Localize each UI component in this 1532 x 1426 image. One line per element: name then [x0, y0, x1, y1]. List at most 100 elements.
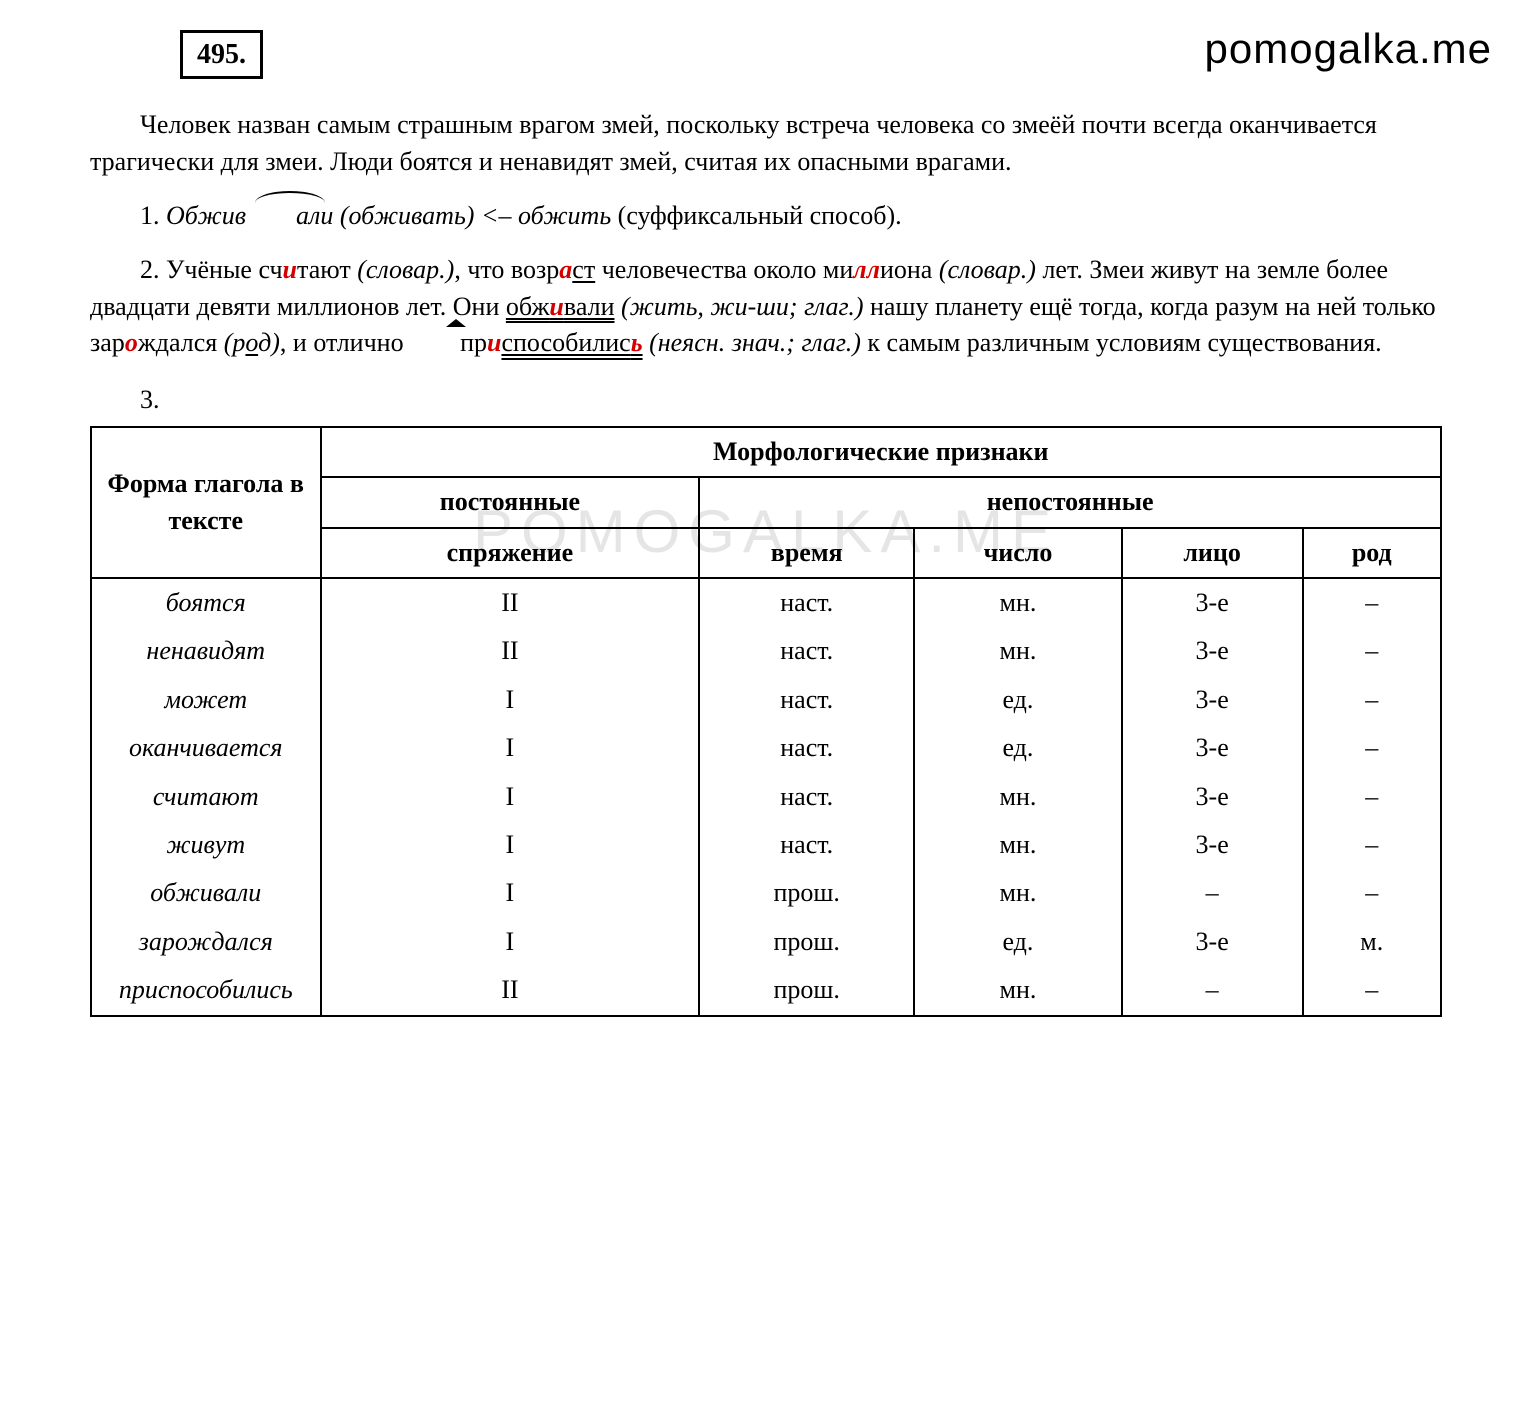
- table-cell-vr: наст.: [699, 773, 914, 821]
- table-cell-ch: мн.: [914, 627, 1122, 675]
- paren: (жить, жи-ши; глаг.): [614, 292, 863, 321]
- highlight-a: а: [559, 255, 572, 284]
- t: о: [245, 328, 258, 357]
- th-form: Форма глагола в тексте: [91, 427, 321, 578]
- table-row: боятсяIIнаст.мн.3-е–: [91, 578, 1441, 627]
- item1-note: (суффиксальный способ).: [611, 201, 901, 230]
- table-cell-ch: мн.: [914, 578, 1122, 627]
- th-group: Морфологические признаки: [321, 427, 1442, 477]
- table-cell-rod: –: [1303, 724, 1441, 772]
- table-body: боятсяIIнаст.мн.3-е–ненавидятIIнаст.мн.3…: [91, 578, 1441, 1016]
- th-li: лицо: [1122, 528, 1303, 578]
- table-cell-rod: –: [1303, 676, 1441, 724]
- table-cell-ch: мн.: [914, 773, 1122, 821]
- t: д): [258, 328, 280, 357]
- table-cell-spr: I: [321, 676, 700, 724]
- table-row: живутIнаст.мн.3-е–: [91, 821, 1441, 869]
- t: , и отлично: [280, 328, 410, 357]
- t: человечества около ми: [595, 255, 853, 284]
- table-cell-rod: –: [1303, 627, 1441, 675]
- table-cell-ch: ед.: [914, 918, 1122, 966]
- table-cell-vr: наст.: [699, 821, 914, 869]
- table-cell-vr: наст.: [699, 627, 914, 675]
- table-row: оканчиваетсяIнаст.ед.3-е–: [91, 724, 1441, 772]
- highlight-ll: лл: [853, 255, 880, 284]
- table-cell-ch: ед.: [914, 724, 1122, 772]
- t: (р: [224, 328, 246, 357]
- table-cell-spr: I: [321, 724, 700, 772]
- item1-word-root: Обжив: [166, 201, 246, 230]
- table-cell-verb: живут: [91, 821, 321, 869]
- table-cell-li: 3-е: [1122, 724, 1303, 772]
- table-cell-verb: боятся: [91, 578, 321, 627]
- th-vr: время: [699, 528, 914, 578]
- table-cell-vr: наст.: [699, 676, 914, 724]
- table-cell-verb: приспособились: [91, 966, 321, 1015]
- watermark-top: pomogalka.me: [1205, 20, 1492, 79]
- t: ст: [572, 255, 595, 284]
- th-var: непостоянные: [699, 477, 1441, 527]
- t: тают: [297, 255, 357, 284]
- highlight-i3: и: [487, 328, 501, 357]
- table-cell-spr: II: [321, 966, 700, 1015]
- table-cell-ch: ед.: [914, 676, 1122, 724]
- intro-paragraph: Человек назван самым страшным врагом зме…: [90, 107, 1442, 180]
- table-cell-vr: прош.: [699, 918, 914, 966]
- table-cell-ch: мн.: [914, 821, 1122, 869]
- table-row: ненавидятIIнаст.мн.3-е–: [91, 627, 1441, 675]
- exercise-number-box: 495.: [180, 30, 263, 79]
- th-spr: спряжение: [321, 528, 700, 578]
- table-row: можетIнаст.ед.3-е–: [91, 676, 1441, 724]
- table-cell-li: –: [1122, 966, 1303, 1015]
- table-cell-rod: –: [1303, 869, 1441, 917]
- table-cell-spr: II: [321, 627, 700, 675]
- highlight-o: о: [125, 328, 138, 357]
- th-rod: род: [1303, 528, 1441, 578]
- t: ждался: [138, 328, 224, 357]
- section-3-label: 3.: [90, 382, 1442, 418]
- t: к самым различным условиям существования…: [861, 328, 1382, 357]
- table-cell-verb: считают: [91, 773, 321, 821]
- pri-prefix-roof: при: [410, 325, 501, 361]
- item1-arrow: <–: [474, 201, 518, 230]
- item1-prefix: 1.: [140, 201, 166, 230]
- item1-word2: обжить: [518, 201, 611, 230]
- paren: (словар.): [357, 255, 454, 284]
- item1-suffix-arc: али: [246, 198, 333, 234]
- t: иона: [880, 255, 939, 284]
- table-cell-verb: ненавидят: [91, 627, 321, 675]
- table-cell-rod: –: [1303, 578, 1441, 627]
- table-row: приспособилисьIIпрош.мн.––: [91, 966, 1441, 1015]
- table-cell-vr: прош.: [699, 966, 914, 1015]
- highlight-soft: ь: [631, 328, 643, 357]
- table-cell-spr: I: [321, 869, 700, 917]
- item1-paren: (обживать): [333, 201, 474, 230]
- prisposobilis-word: приспособились: [410, 328, 643, 357]
- item-1: 1. Обживали (обживать) <– обжить (суффик…: [90, 198, 1442, 234]
- highlight-i1: и: [283, 255, 297, 284]
- t: 2. Учёные сч: [140, 255, 283, 284]
- t: пр: [460, 328, 487, 357]
- table-cell-spr: I: [321, 918, 700, 966]
- table-cell-verb: обживали: [91, 869, 321, 917]
- table-row: зарождалсяIпрош.ед.3-ем.: [91, 918, 1441, 966]
- table-cell-li: 3-е: [1122, 578, 1303, 627]
- table-cell-verb: зарождался: [91, 918, 321, 966]
- table-cell-rod: –: [1303, 966, 1441, 1015]
- paren-rod: (род): [224, 328, 280, 357]
- table-cell-verb: может: [91, 676, 321, 724]
- table-cell-spr: II: [321, 578, 700, 627]
- obzhivali-word: обживали: [506, 292, 615, 321]
- table-cell-li: 3-е: [1122, 627, 1303, 675]
- table-cell-ch: мн.: [914, 966, 1122, 1015]
- table-cell-rod: –: [1303, 773, 1441, 821]
- table-cell-vr: наст.: [699, 724, 914, 772]
- paren: (словар.): [939, 255, 1036, 284]
- table-cell-vr: прош.: [699, 869, 914, 917]
- t: , что возр: [454, 255, 559, 284]
- table-cell-li: –: [1122, 869, 1303, 917]
- table-cell-li: 3-е: [1122, 821, 1303, 869]
- table-cell-ch: мн.: [914, 869, 1122, 917]
- table-cell-vr: наст.: [699, 578, 914, 627]
- th-const: постоянные: [321, 477, 700, 527]
